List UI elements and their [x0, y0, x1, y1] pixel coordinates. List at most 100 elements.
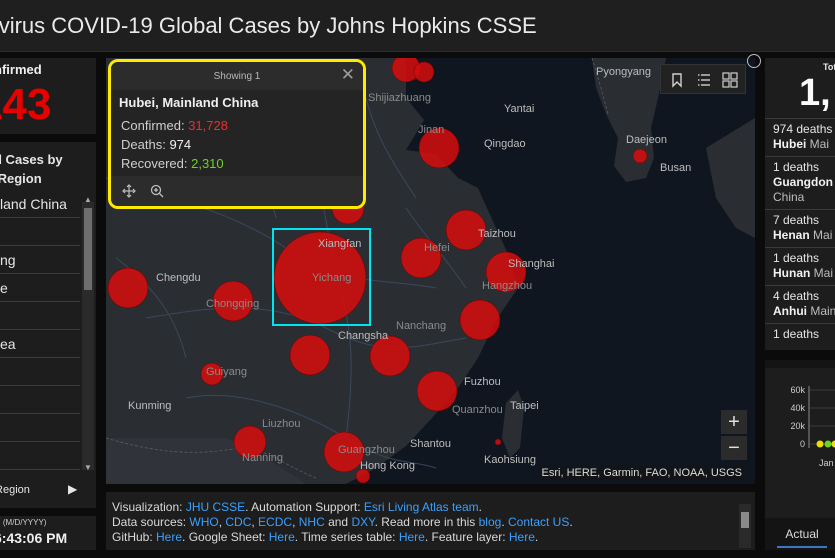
- info-text: GitHub:: [112, 530, 157, 544]
- y-tick-label: 60k: [790, 385, 805, 395]
- scroll-thumb[interactable]: [84, 208, 92, 290]
- map-label-guiyang: Guiyang: [206, 366, 247, 378]
- map-label-busan: Busan: [660, 162, 692, 174]
- list-item[interactable]: [0, 442, 80, 470]
- map-label-qingdao: Qingdao: [484, 138, 526, 150]
- map-label-taizhou: Taizhou: [478, 228, 516, 240]
- feature-layer-link[interactable]: Here: [508, 530, 535, 544]
- info-text: ,: [251, 515, 259, 529]
- info-text: . Time series table:: [294, 530, 399, 544]
- cases-scrollbar[interactable]: ▲ ▼: [82, 196, 94, 472]
- popup-recovered-label: Recovered:: [121, 156, 188, 171]
- info-text: . Automation Support:: [245, 500, 364, 514]
- map-label-kaohsiung: Kaohsiung: [484, 454, 536, 466]
- time-series-link[interactable]: Here: [398, 530, 425, 544]
- info-scrollbar[interactable]: [739, 504, 751, 548]
- popup-header: Showing 1 ✕: [111, 62, 363, 90]
- nhc-link[interactable]: NHC: [298, 515, 325, 529]
- death-place: Anhui: [773, 304, 807, 318]
- death-place: Hubei: [773, 137, 807, 151]
- expand-icon[interactable]: [747, 54, 761, 68]
- list-item[interactable]: land China: [0, 190, 80, 218]
- death-region: Mai: [809, 228, 833, 242]
- popup-confirmed-label: Confirmed:: [121, 118, 185, 133]
- map-label-chongqing: Chongqing: [206, 298, 260, 310]
- zoom-out-button[interactable]: −: [721, 436, 747, 460]
- feature-popup: Showing 1 ✕ Hubei, Mainland China Confir…: [108, 59, 366, 209]
- list-item[interactable]: [0, 386, 80, 414]
- google-sheet-link[interactable]: Here: [268, 530, 295, 544]
- basemap-gallery-icon[interactable]: [721, 71, 739, 89]
- zoom-to-icon[interactable]: [149, 183, 165, 199]
- list-item[interactable]: [0, 358, 80, 386]
- list-item[interactable]: ea: [0, 330, 80, 358]
- close-icon[interactable]: ✕: [340, 65, 355, 84]
- zoom-in-button[interactable]: +: [721, 410, 747, 434]
- popup-deaths-row: Deaths: 974: [121, 137, 191, 152]
- list-item[interactable]: 1 deaths Guangdon China: [765, 156, 835, 209]
- list-item[interactable]: [0, 218, 80, 246]
- esri-living-atlas-link[interactable]: Esri Living Atlas team: [363, 500, 479, 514]
- map-label-xiangfan: Xiangfan: [318, 238, 362, 250]
- data-point: [824, 440, 832, 448]
- death-place: Guangdon: [773, 175, 833, 189]
- death-count: 1 deaths: [773, 160, 820, 174]
- map-label-shijiazhuang: Shijiazhuang: [368, 92, 431, 104]
- info-text: . Google Sheet:: [182, 530, 269, 544]
- list-item[interactable]: 974 deaths Hubei Mai: [765, 118, 835, 156]
- info-line-github: GitHub: Here. Google Sheet: Here. Time s…: [112, 530, 538, 544]
- map-label-fuzhou: Fuzhou: [464, 376, 501, 388]
- list-item[interactable]: 4 deaths Anhui Main: [765, 285, 835, 323]
- total-confirmed-label: nfirmed: [0, 62, 42, 77]
- total-deaths-label: Tot: [823, 62, 835, 72]
- death-place: Henan: [773, 228, 810, 242]
- cdc-link[interactable]: CDC: [225, 515, 252, 529]
- cases-list: land China ng e ea: [0, 190, 80, 470]
- who-link[interactable]: WHO: [189, 515, 219, 529]
- dxy-link[interactable]: DXY: [351, 515, 375, 529]
- app-header: onavirus COVID-19 Global Cases by Johns …: [0, 0, 835, 52]
- bookmark-icon[interactable]: [668, 71, 686, 89]
- list-item[interactable]: e: [0, 274, 80, 302]
- last-updated-label: e: (M/D/YYYY): [0, 518, 47, 527]
- info-text: .: [534, 530, 539, 544]
- list-icon[interactable]: [695, 71, 713, 89]
- death-region: Mai: [806, 137, 830, 151]
- scroll-up-icon[interactable]: ▲: [84, 195, 92, 204]
- scroll-down-icon[interactable]: ▼: [84, 463, 92, 472]
- list-item[interactable]: ng: [0, 246, 80, 274]
- info-scroll-thumb[interactable]: [741, 512, 749, 528]
- info-text: . Read more in this: [374, 515, 479, 529]
- list-item[interactable]: [0, 414, 80, 442]
- map-label-nanning: Nanning: [242, 452, 283, 464]
- list-item[interactable]: [0, 302, 80, 330]
- map-label-taipei: Taipei: [510, 400, 539, 412]
- cases-by-region-panel: d Cases by /Region land China ng e ea ▲ …: [0, 142, 96, 508]
- total-deaths-panel: Tot 1, 974 deaths Hubei Mai 1 deaths Gua…: [765, 58, 835, 350]
- info-text: ,: [218, 515, 226, 529]
- info-text: Visualization:: [112, 500, 186, 514]
- info-text: . Feature layer:: [424, 530, 509, 544]
- blog-link[interactable]: blog: [478, 515, 502, 529]
- list-item[interactable]: 1 deaths Hunan Mai: [765, 247, 835, 285]
- github-link[interactable]: Here: [156, 530, 183, 544]
- map-label-guangzhou: Guangzhou: [338, 444, 395, 456]
- map-label-quanzhou: Quanzhou: [452, 404, 503, 416]
- death-count: 4 deaths: [773, 289, 820, 303]
- jhu-csse-link[interactable]: JHU CSSE: [185, 500, 246, 514]
- total-deaths-value: 1,: [799, 72, 831, 114]
- tab-actual[interactable]: Actual: [777, 524, 827, 548]
- popup-showing-count: Showing 1: [213, 71, 261, 82]
- list-item[interactable]: 7 deaths Henan Mai: [765, 209, 835, 247]
- pan-to-icon[interactable]: [121, 183, 137, 199]
- map-label-liuzhou: Liuzhou: [262, 418, 301, 430]
- next-panel-arrow-icon[interactable]: ▶: [68, 482, 78, 496]
- popup-confirmed-value: 31,728: [188, 118, 228, 133]
- popup-deaths-label: Deaths:: [121, 137, 166, 152]
- info-text: ,: [292, 515, 299, 529]
- ecdc-link[interactable]: ECDC: [258, 515, 293, 529]
- contact-us-link[interactable]: Contact US: [507, 515, 570, 529]
- list-item[interactable]: 1 deaths: [765, 323, 835, 346]
- death-count: 1 deaths: [773, 327, 820, 341]
- death-region: Mai: [810, 266, 834, 280]
